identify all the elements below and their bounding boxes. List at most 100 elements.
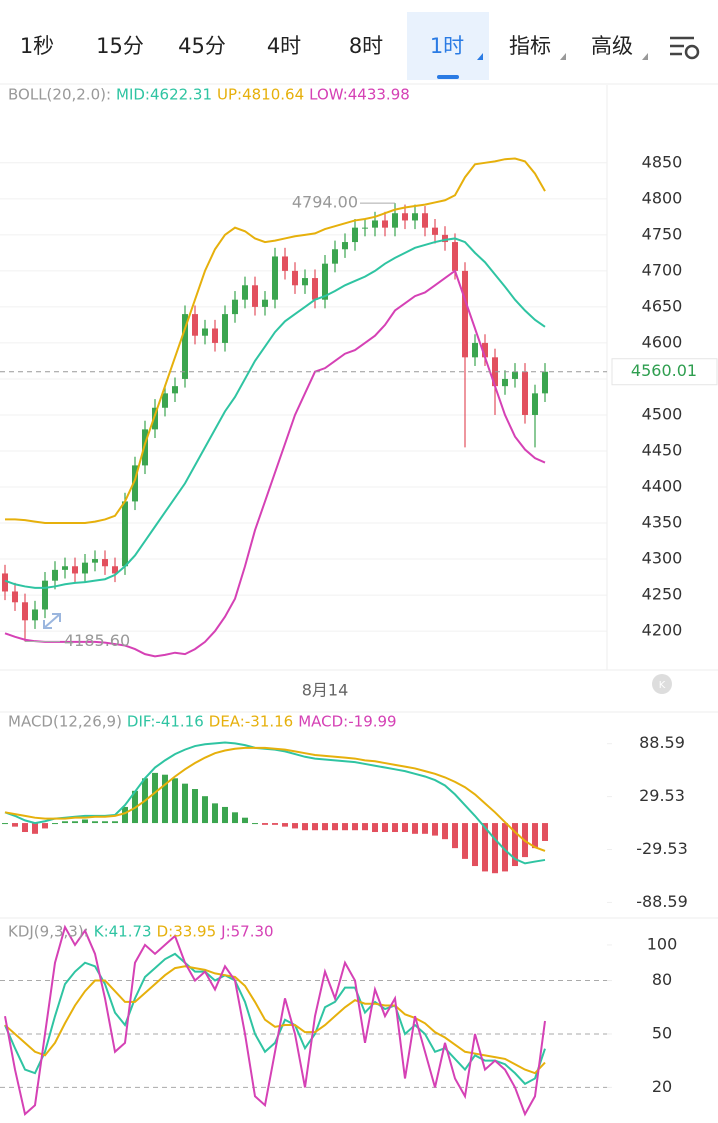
candle-body	[102, 559, 108, 567]
candle-body	[262, 299, 268, 307]
macd-bar	[102, 821, 108, 824]
candle-body	[222, 314, 228, 343]
expand-icon[interactable]	[43, 613, 61, 629]
candle-body	[52, 569, 58, 581]
tab-dropdown-arrow	[560, 53, 566, 60]
candle-body	[172, 386, 178, 394]
candle-body	[202, 328, 208, 336]
y-tick-label: 88.59	[639, 733, 685, 752]
macd-bar	[392, 823, 398, 833]
macd-bar	[172, 778, 178, 824]
tab[interactable]: 15分	[96, 34, 144, 58]
candle-body	[522, 371, 528, 415]
y-tick-label: 50	[652, 1023, 672, 1042]
macd-bar	[272, 823, 278, 825]
macd-bar	[152, 772, 158, 824]
tab-dropdown-arrow	[642, 53, 648, 60]
macd-bar	[432, 823, 438, 836]
candle-body	[82, 562, 88, 574]
candle-body	[482, 342, 488, 358]
macd-bar	[262, 823, 268, 825]
macd-bar	[32, 823, 38, 834]
y-tick-label: -88.59	[636, 892, 688, 911]
legend-entry: BOLL(20,2.0):	[8, 86, 111, 104]
tab[interactable]: 8时	[349, 34, 383, 58]
candle-body	[542, 371, 548, 394]
macd-bar	[452, 823, 458, 849]
active-tab-bg	[407, 12, 489, 80]
legend-entry: MACD(12,26,9)	[8, 713, 122, 731]
y-tick-label: 4350	[642, 513, 683, 532]
macd-bar	[92, 821, 98, 824]
tab[interactable]: 1秒	[20, 34, 54, 58]
tab[interactable]: 指标	[509, 34, 551, 58]
y-tick-label: 4200	[642, 621, 683, 640]
legend-entry: KDJ(9,3,3):	[8, 923, 89, 941]
candle-body	[22, 602, 28, 621]
settings-icon[interactable]	[670, 36, 700, 60]
macd-bar	[112, 821, 118, 824]
candle-body	[432, 227, 438, 235]
candle-body	[282, 256, 288, 271]
macd-bar	[402, 823, 408, 833]
candle-body	[192, 314, 198, 336]
y-tick-label: -29.53	[636, 839, 688, 858]
legend-entry: UP:4810.64	[217, 86, 304, 104]
extreme-label: 4185.60	[64, 631, 130, 650]
candle-body	[312, 278, 318, 300]
macd-bar	[442, 823, 448, 840]
icon-gear	[684, 44, 700, 60]
macd-bar	[462, 823, 468, 859]
legend-entry: MACD:-19.99	[298, 713, 396, 731]
candle-body	[302, 278, 308, 286]
macd-bar	[82, 819, 88, 824]
macd-bar	[62, 821, 68, 824]
tab[interactable]: 4时	[267, 34, 301, 58]
y-tick-label: 4400	[642, 477, 683, 496]
macd-bar	[42, 823, 48, 829]
macd-bar	[382, 823, 388, 833]
macd-bar	[322, 823, 328, 831]
candle-body	[72, 566, 78, 574]
y-tick-label: 4650	[642, 296, 683, 315]
tab[interactable]: 高级	[591, 34, 633, 58]
macd-bar	[512, 823, 518, 867]
reset-icon[interactable]	[652, 674, 672, 694]
macd-bar	[412, 823, 418, 834]
y-tick-label: 4500	[642, 404, 683, 423]
macd-bar	[342, 823, 348, 831]
tab[interactable]: 1时	[430, 34, 464, 58]
macd-bar	[282, 823, 288, 827]
macd-bar	[532, 823, 538, 849]
macd-bar	[162, 774, 168, 824]
candle-body	[182, 314, 188, 379]
macd-bar	[492, 823, 498, 874]
macd-bar	[362, 823, 368, 831]
macd-bar	[502, 823, 508, 872]
macd-bar	[332, 823, 338, 831]
candle-body	[532, 393, 538, 415]
tab-dropdown-arrow	[477, 53, 483, 60]
candle-body	[382, 220, 388, 228]
candle-body	[232, 299, 238, 315]
macd-bar	[482, 823, 488, 872]
y-tick-label: 4450	[642, 440, 683, 459]
macd-bar	[212, 803, 218, 824]
y-tick-label: 4300	[642, 549, 683, 568]
candle-body	[332, 249, 338, 264]
y-tick-label: 80	[652, 970, 672, 989]
macd-bar	[232, 812, 238, 824]
candle-body	[92, 559, 98, 563]
legend-entry: MID:4622.31	[116, 86, 212, 104]
candle-body	[442, 234, 448, 243]
tab[interactable]: 45分	[178, 34, 226, 58]
indicator-line	[4, 952, 546, 1086]
candle-body	[2, 573, 8, 592]
candle-body	[512, 371, 518, 379]
y-tick-label: 4850	[642, 152, 683, 171]
candle-body	[372, 220, 378, 228]
macd-bar	[22, 823, 28, 833]
y-tick-label: 4600	[642, 332, 683, 351]
y-tick-label: 29.53	[639, 786, 685, 805]
